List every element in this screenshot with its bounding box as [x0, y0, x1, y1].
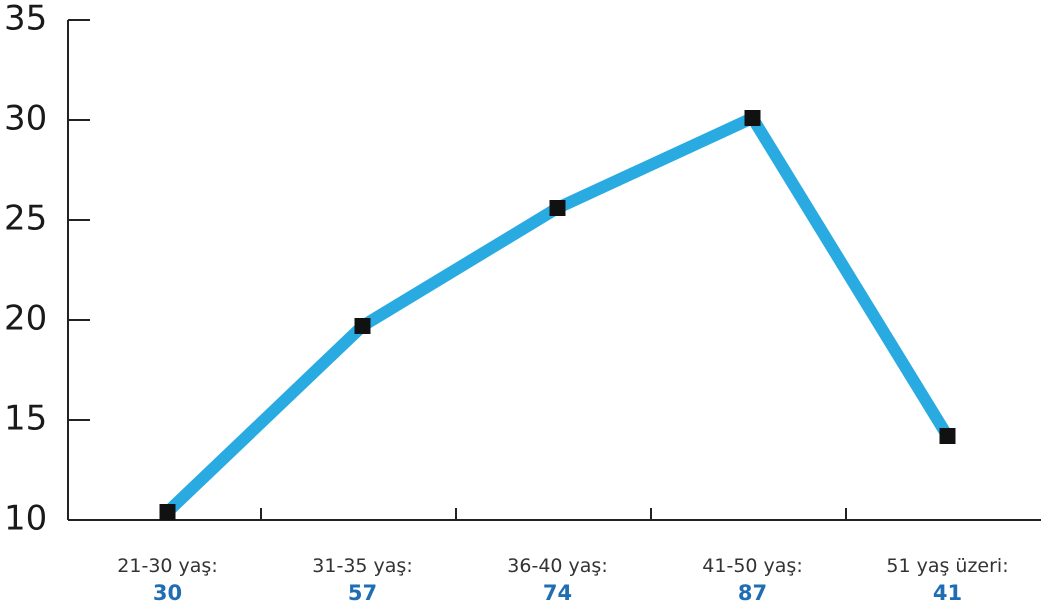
category-count: 30	[153, 581, 182, 605]
data-point	[939, 428, 956, 444]
category-count: 57	[348, 581, 377, 605]
y-tick-label: 35	[4, 0, 47, 39]
data-point	[744, 110, 761, 126]
category-count: 87	[738, 581, 767, 605]
y-tick-label: 30	[4, 99, 47, 139]
data-point	[549, 200, 566, 216]
category-count: 74	[543, 581, 572, 605]
x-tick-label: 51 yaş üzeri:	[886, 555, 1008, 577]
data-line	[163, 112, 953, 517]
y-tick-label: 20	[4, 299, 47, 339]
y-tick-label: 10	[4, 499, 47, 539]
y-tick-label: 25	[4, 199, 47, 239]
category-count: 41	[933, 581, 962, 605]
x-tick-label: 41-50 yaş:	[702, 555, 802, 577]
x-tick-label: 21-30 yaş:	[117, 555, 217, 577]
data-point	[159, 504, 176, 520]
data-point	[354, 318, 371, 334]
y-tick-label: 15	[4, 399, 47, 439]
x-tick-label: 36-40 yaş:	[507, 555, 607, 577]
x-tick-label: 31-35 yaş:	[312, 555, 412, 577]
